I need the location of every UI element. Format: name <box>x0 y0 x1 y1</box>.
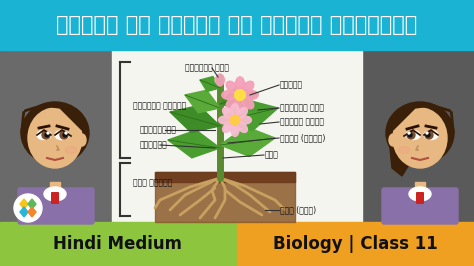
Polygon shape <box>200 77 220 92</box>
Text: अंतस्य कली: अंतस्य कली <box>185 64 229 73</box>
Ellipse shape <box>78 134 86 146</box>
Circle shape <box>63 133 67 137</box>
Ellipse shape <box>216 74 224 86</box>
Bar <box>237 222 474 266</box>
Ellipse shape <box>236 77 245 91</box>
Polygon shape <box>220 99 278 131</box>
Ellipse shape <box>386 102 454 164</box>
Ellipse shape <box>219 116 231 124</box>
Text: पुष्प: पुष्प <box>280 81 303 89</box>
Bar <box>0 0 112 266</box>
Ellipse shape <box>65 147 77 153</box>
Ellipse shape <box>242 97 254 109</box>
Ellipse shape <box>222 90 236 99</box>
Polygon shape <box>168 130 220 158</box>
Bar <box>415 182 425 194</box>
Text: कक्षीय कली: कक्षीय कली <box>280 103 324 113</box>
Ellipse shape <box>237 122 247 132</box>
Text: Biology | Class 11: Biology | Class 11 <box>273 235 438 253</box>
Text: जड़ (मूल): जड़ (मूल) <box>280 206 316 214</box>
FancyBboxPatch shape <box>417 193 423 203</box>
Text: मूल तंत्र: मूल तंत्र <box>133 178 173 188</box>
Circle shape <box>42 131 50 139</box>
Circle shape <box>407 131 415 139</box>
Ellipse shape <box>226 97 238 109</box>
Ellipse shape <box>238 116 251 124</box>
Polygon shape <box>220 87 258 110</box>
Ellipse shape <box>215 76 225 84</box>
Polygon shape <box>155 172 295 182</box>
Ellipse shape <box>237 107 247 118</box>
Circle shape <box>426 133 430 137</box>
Polygon shape <box>28 207 36 217</box>
Circle shape <box>235 90 246 100</box>
Circle shape <box>60 131 68 139</box>
Text: Hindi Medium: Hindi Medium <box>54 235 182 253</box>
Polygon shape <box>393 104 454 133</box>
Bar <box>50 182 60 194</box>
Ellipse shape <box>409 187 431 201</box>
Bar <box>0 222 237 266</box>
Polygon shape <box>390 130 410 176</box>
Circle shape <box>408 133 412 137</box>
Ellipse shape <box>55 131 69 139</box>
Circle shape <box>408 132 410 134</box>
Polygon shape <box>220 127 275 156</box>
Bar <box>362 0 474 266</box>
Ellipse shape <box>398 147 410 153</box>
Circle shape <box>426 132 428 134</box>
Bar <box>112 50 362 222</box>
Polygon shape <box>185 90 220 113</box>
Circle shape <box>47 132 49 134</box>
FancyBboxPatch shape <box>18 188 94 224</box>
Text: गाँठ (पर्व): गाँठ (पर्व) <box>280 134 325 143</box>
Ellipse shape <box>21 102 89 164</box>
Ellipse shape <box>226 81 238 93</box>
Ellipse shape <box>389 134 397 146</box>
Ellipse shape <box>223 107 233 118</box>
Text: तना: तना <box>265 151 279 160</box>
Text: पर्णवृंत: पर्णवृंत <box>140 126 177 135</box>
Ellipse shape <box>231 124 239 136</box>
Ellipse shape <box>37 131 51 139</box>
Ellipse shape <box>44 187 66 201</box>
Text: प्ररोह तंत्र: प्ररोह तंत्र <box>133 102 186 110</box>
Ellipse shape <box>223 122 233 132</box>
Text: फूलों की पौधों की आकृति विज्ञान: फूलों की पौधों की आकृति विज्ञान <box>56 15 418 35</box>
Polygon shape <box>20 207 28 217</box>
Ellipse shape <box>242 81 254 93</box>
Polygon shape <box>28 199 36 209</box>
Polygon shape <box>170 106 220 132</box>
Ellipse shape <box>236 99 245 113</box>
Ellipse shape <box>231 103 239 117</box>
Ellipse shape <box>424 131 438 139</box>
Text: पोरिया: पोरिया <box>140 140 168 149</box>
Polygon shape <box>155 172 295 222</box>
Circle shape <box>230 115 240 125</box>
Circle shape <box>425 131 433 139</box>
Ellipse shape <box>28 108 82 168</box>
Ellipse shape <box>244 90 258 99</box>
Ellipse shape <box>393 108 447 168</box>
Ellipse shape <box>406 131 420 139</box>
Text: कायिक शाखा: कायिक शाखा <box>280 118 324 127</box>
Polygon shape <box>20 199 28 209</box>
Circle shape <box>14 194 42 222</box>
Polygon shape <box>21 104 82 133</box>
Bar <box>0 0 474 50</box>
FancyBboxPatch shape <box>52 193 58 203</box>
FancyBboxPatch shape <box>382 188 458 224</box>
Circle shape <box>45 133 49 137</box>
Circle shape <box>65 132 67 134</box>
